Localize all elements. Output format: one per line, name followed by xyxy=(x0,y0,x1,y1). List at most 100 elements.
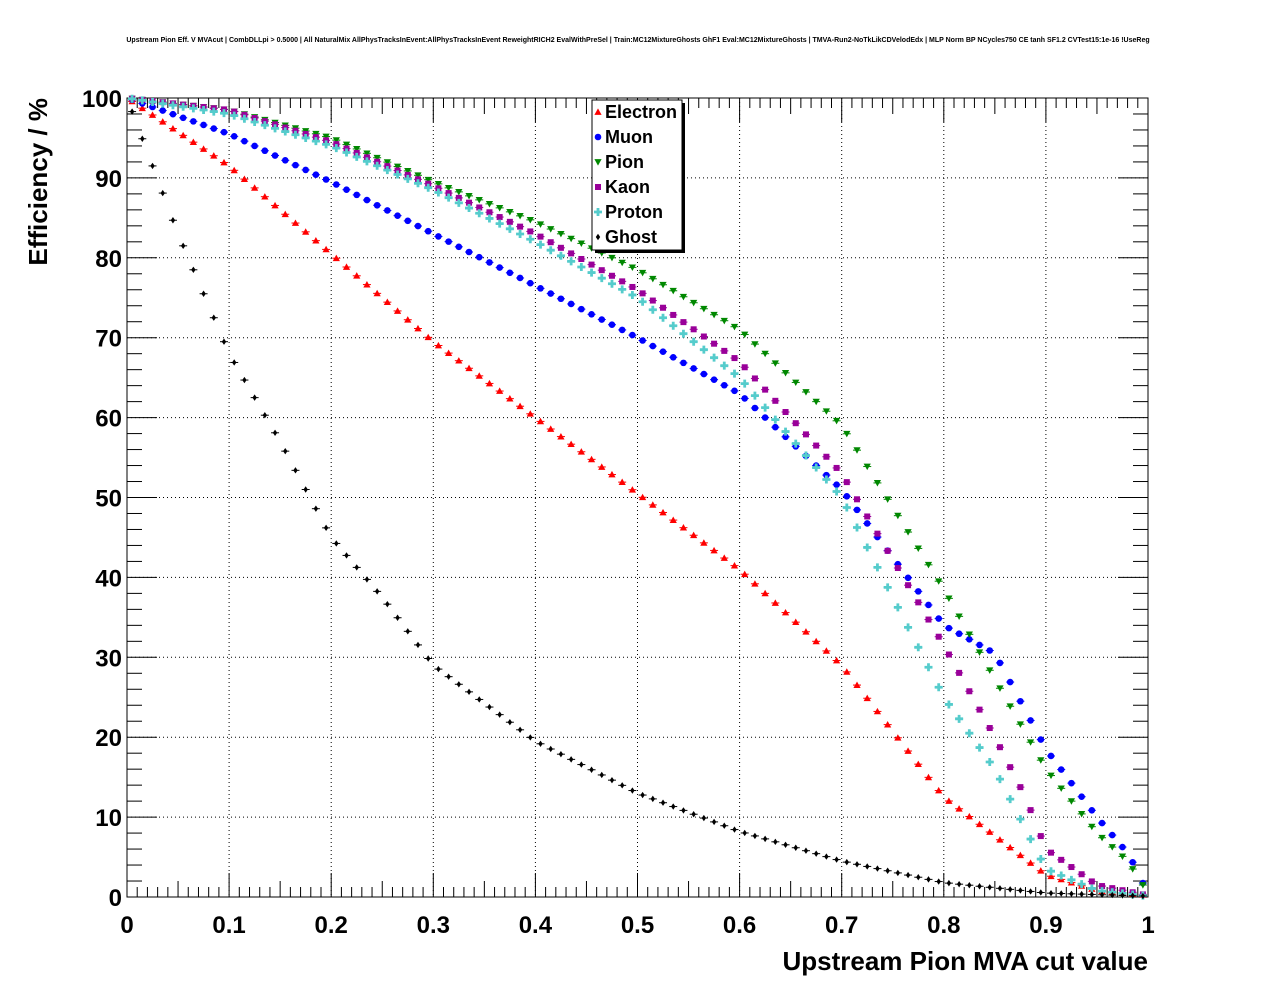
data-point-pion xyxy=(1026,739,1035,746)
data-point-proton xyxy=(1026,835,1035,844)
data-point-proton xyxy=(516,230,525,239)
data-point-electron xyxy=(342,263,351,270)
data-point-ghost xyxy=(487,703,492,711)
data-point-muon xyxy=(853,506,861,514)
data-point-electron xyxy=(720,554,728,561)
data-point-proton xyxy=(240,114,249,123)
data-point-kaon xyxy=(956,669,963,676)
data-point-electron xyxy=(506,395,514,402)
data-point-muon xyxy=(230,133,238,140)
data-point-muon xyxy=(741,395,749,402)
legend-marker-pion xyxy=(594,159,602,166)
data-point-electron xyxy=(996,836,1004,843)
data-point-pion xyxy=(771,360,779,367)
data-point-muon xyxy=(384,207,391,214)
data-point-proton xyxy=(1057,871,1066,880)
data-point-muon xyxy=(649,342,657,350)
data-point-muon xyxy=(588,311,595,318)
data-point-muon xyxy=(731,387,738,395)
data-point-electron xyxy=(210,152,218,159)
data-point-kaon xyxy=(476,204,483,211)
data-point-muon xyxy=(659,348,667,355)
data-point-pion xyxy=(986,667,994,674)
data-point-proton xyxy=(373,161,382,170)
data-point-pion xyxy=(669,287,677,295)
data-point-kaon xyxy=(639,290,646,297)
data-point-proton xyxy=(812,463,821,472)
series-ghost xyxy=(128,108,1147,900)
data-point-pion xyxy=(485,200,494,208)
data-point-proton xyxy=(556,251,565,260)
data-point-electron xyxy=(935,786,943,794)
legend-label-ghost: Ghost xyxy=(605,227,657,247)
data-point-electron xyxy=(189,138,197,146)
data-point-proton xyxy=(883,583,892,592)
data-point-muon xyxy=(149,103,156,111)
data-point-ghost xyxy=(283,447,288,455)
data-point-kaon xyxy=(608,272,615,279)
data-point-kaon xyxy=(547,239,554,246)
data-point-ghost xyxy=(201,290,206,297)
data-point-proton xyxy=(832,487,841,496)
data-point-proton xyxy=(536,240,545,249)
data-point-proton xyxy=(934,683,943,692)
data-point-pion xyxy=(853,447,861,454)
data-point-ghost xyxy=(313,505,319,512)
data-point-proton xyxy=(720,361,729,370)
y-tick-label: 20 xyxy=(95,725,122,752)
data-point-proton xyxy=(740,379,749,388)
data-point-proton xyxy=(618,285,627,294)
data-point-muon xyxy=(598,316,606,323)
x-tick-label: 0 xyxy=(120,912,133,939)
data-point-muon xyxy=(700,370,708,378)
data-point-muon xyxy=(945,624,953,632)
data-point-pion xyxy=(730,323,739,331)
data-point-pion xyxy=(792,379,800,387)
data-point-kaon xyxy=(905,582,912,589)
x-tick-label: 0.6 xyxy=(723,912,756,939)
y-tick-label: 80 xyxy=(95,246,122,273)
data-point-electron xyxy=(434,341,443,349)
data-point-electron xyxy=(894,734,902,741)
data-point-electron xyxy=(159,118,167,125)
data-point-pion xyxy=(1047,772,1055,780)
data-point-pion xyxy=(1129,866,1137,873)
data-point-pion xyxy=(935,578,943,585)
data-point-pion xyxy=(1078,811,1086,818)
data-point-electron xyxy=(138,104,146,112)
data-point-proton xyxy=(546,246,555,255)
data-point-muon xyxy=(486,259,493,266)
data-point-muon xyxy=(1098,819,1106,827)
data-point-electron xyxy=(291,219,300,226)
data-point-electron xyxy=(475,372,483,379)
data-point-ghost xyxy=(446,673,451,680)
data-point-ghost xyxy=(783,841,788,848)
data-point-ghost xyxy=(160,189,165,197)
data-point-muon xyxy=(823,471,830,479)
data-point-proton xyxy=(659,313,668,322)
data-point-muon xyxy=(220,128,228,136)
data-point-proton xyxy=(924,663,933,672)
data-point-electron xyxy=(199,145,208,152)
data-point-pion xyxy=(710,311,718,319)
data-point-pion xyxy=(506,208,514,216)
data-point-pion xyxy=(526,216,534,224)
data-point-proton xyxy=(322,140,331,149)
data-point-muon xyxy=(1057,766,1065,773)
data-point-kaon xyxy=(506,218,513,225)
data-point-muon xyxy=(782,433,789,441)
data-point-proton xyxy=(669,321,678,330)
data-point-muon xyxy=(210,125,218,132)
data-point-muon xyxy=(475,253,483,261)
data-point-pion xyxy=(547,226,555,233)
data-point-kaon xyxy=(629,283,636,290)
data-point-kaon xyxy=(721,347,728,354)
data-point-proton xyxy=(209,107,218,116)
data-point-muon xyxy=(1006,678,1014,686)
data-point-proton xyxy=(955,714,964,723)
data-point-pion xyxy=(863,463,871,471)
data-point-proton xyxy=(179,102,188,111)
data-point-electron xyxy=(751,580,759,587)
data-point-electron xyxy=(832,656,841,664)
data-point-proton xyxy=(291,130,300,139)
